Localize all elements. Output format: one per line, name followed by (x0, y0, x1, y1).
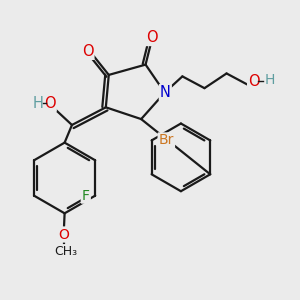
Text: CH₃: CH₃ (55, 245, 78, 258)
Text: O: O (82, 44, 93, 59)
Text: O: O (58, 227, 70, 242)
Text: N: N (160, 85, 171, 100)
Text: O: O (44, 96, 56, 111)
Text: O: O (146, 30, 157, 45)
Text: H: H (33, 96, 44, 111)
Text: O: O (248, 74, 260, 89)
Text: F: F (82, 189, 90, 202)
Text: H: H (265, 73, 275, 87)
Text: Br: Br (159, 134, 174, 147)
